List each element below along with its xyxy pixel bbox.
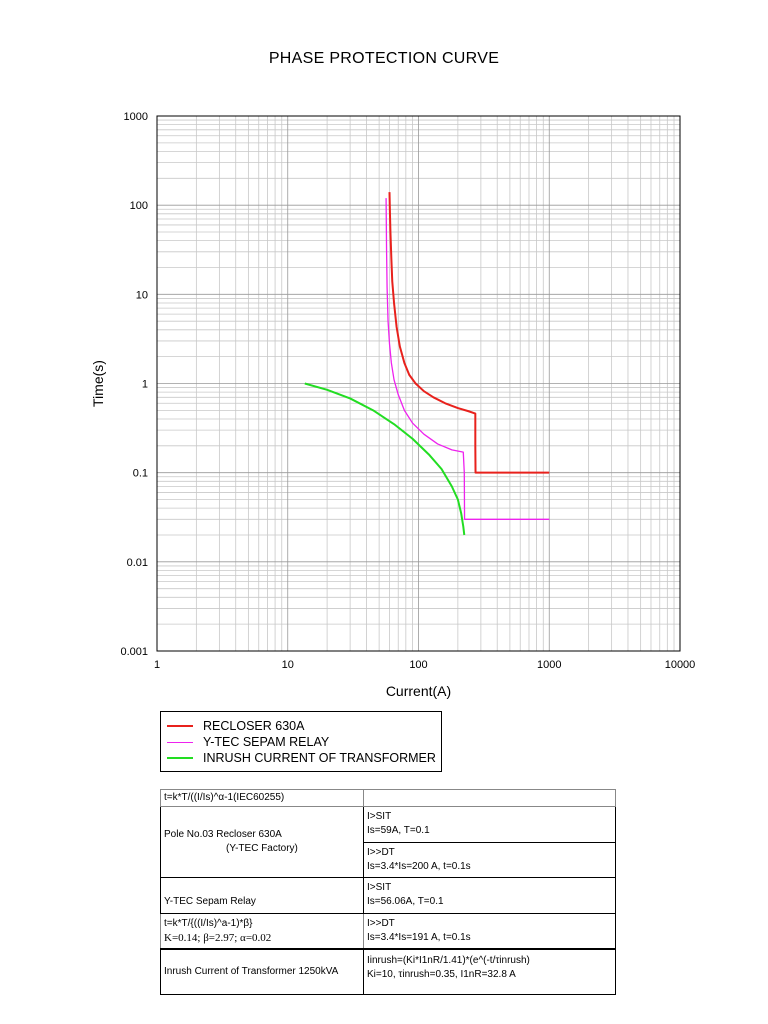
recloser-stage2-cell: I>>DT Is=3.4*Is=200 A, t=0.1s [363, 841, 616, 879]
table-cell [363, 789, 616, 807]
recloser-stage1-cell: I>SIT Is=59A, T=0.1 [363, 806, 616, 843]
recloser-name: Pole No.03 Recloser 630A [164, 829, 282, 841]
relay-name-cell: Y-TEC Sepam Relay [160, 877, 364, 914]
relay-stage2-cell: I>>DT Is=3.4*Is=191 A, t=0.1s [363, 912, 616, 950]
series-line-inrush [304, 382, 466, 536]
legend-item-inrush: INRUSH CURRENT OF TRANSFORMER [167, 750, 436, 766]
x-tick-label: 10000 [665, 659, 696, 671]
chart-title: PHASE PROTECTION CURVE [268, 50, 500, 67]
table-row: I>>DT Is=3.4*Is=200 A, t=0.1s [161, 841, 616, 879]
chart-legend: RECLOSER 630A Y-TEC SEPAM RELAY INRUSH C… [160, 711, 442, 772]
legend-item-sepam: Y-TEC SEPAM RELAY [167, 734, 329, 750]
relay-stage1-cell: I>SIT Is=56.06A, T=0.1 [363, 877, 616, 914]
relay-formula: t=k*T/{((I/Is)^a-1)*β} [164, 917, 253, 929]
y-tick-label: 0.001 [120, 646, 148, 658]
y-tick-label: 100 [130, 200, 148, 212]
recloser-stage2-type: I>>DT [367, 846, 395, 858]
x-tick-label: 100 [409, 659, 427, 671]
table-row: Inrush Current of Transformer 1250kVA Ii… [160, 948, 616, 996]
recloser-subtitle: (Y-TEC Factory) [226, 843, 298, 855]
recloser-stage1-setting: Is=59A, T=0.1 [367, 825, 430, 837]
recloser-name-cell: Pole No.03 Recloser 630A (Y-TEC Factory) [160, 805, 364, 879]
table-row: t=k*T/{((I/Is)^a-1)*β} K=0.14; β=2.97; α… [160, 912, 616, 950]
x-tick-label: 1000 [537, 659, 561, 671]
recloser-stage2-setting: Is=3.4*Is=200 A, t=0.1s [367, 860, 471, 872]
table-row: Pole No.03 Recloser 630A (Y-TEC Factory)… [160, 805, 616, 879]
legend-swatch-inrush [167, 757, 193, 759]
legend-label-inrush: INRUSH CURRENT OF TRANSFORMER [203, 751, 436, 765]
plot-area: 1 10 100 1000 10000 0.001 0.01 0.1 1 10 100 1000 C… [90, 111, 695, 699]
legend-swatch-recloser [167, 725, 193, 727]
x-axis-label: Current(A) [386, 683, 451, 699]
inrush-name: Inrush Current of Transformer 1250kVA [164, 966, 339, 978]
settings-table: t=k*T/((I/Is)^α-1(IEC60255) Pole No.03 R… [160, 789, 616, 996]
grid-major [156, 116, 680, 652]
relay-formula-cell: t=k*T/{((I/Is)^a-1)*β} K=0.14; β=2.97; α… [160, 912, 364, 950]
table-row: t=k*T/((I/Is)^α-1(IEC60255) [160, 789, 616, 807]
series-line-sepam [385, 198, 550, 520]
inrush-formula-cell: Iinrush=(Ki*I1nR/1.41)*(e^(-t/τinrush) K… [363, 948, 616, 996]
relay-stage2-setting: Is=3.4*Is=191 A, t=0.1s [367, 931, 471, 943]
legend-item-recloser: RECLOSER 630A [167, 718, 304, 734]
series-line-recloser [388, 192, 550, 474]
legend-label-recloser: RECLOSER 630A [203, 719, 305, 733]
y-tick-label: 1 [142, 379, 148, 391]
inrush-name-cell: Inrush Current of Transformer 1250kVA [160, 948, 364, 996]
table-row: Y-TEC Sepam Relay I>SIT Is=56.06A, T=0.1 [160, 877, 616, 914]
relay-stage1-setting: Is=56.06A, T=0.1 [367, 896, 444, 908]
legend-label-sepam: Y-TEC SEPAM RELAY [203, 735, 330, 749]
relay-stage1-type: I>SIT [367, 882, 392, 894]
y-tick-label: 10 [136, 289, 148, 301]
recloser-stage1-type: I>SIT [367, 811, 392, 823]
legend-swatch-sepam [167, 741, 193, 743]
table-header-formula: t=k*T/((I/Is)^α-1(IEC60255) [160, 789, 364, 807]
relay-constants: K=0.14; β=2.97; α=0.02 [164, 931, 272, 944]
relay-stage2-type: I>>DT [367, 917, 395, 929]
series-group [304, 192, 550, 536]
inrush-constants: Ki=10, τinrush=0.35, I1nR=32.8 A [367, 969, 516, 981]
plot-frame [156, 115, 681, 652]
y-tick-labels: 0.001 0.01 0.1 1 10 100 1000 [120, 111, 148, 658]
y-axis-label: Time(s) [90, 360, 106, 407]
relay-name: Y-TEC Sepam Relay [164, 896, 256, 908]
inrush-formula: Iinrush=(Ki*I1nR/1.41)*(e^(-t/τinrush) [367, 955, 530, 967]
x-tick-labels: 1 10 100 1000 10000 [154, 659, 695, 671]
y-tick-label: 0.01 [127, 557, 148, 569]
y-tick-label: 1000 [124, 111, 148, 123]
x-tick-label: 10 [282, 659, 294, 671]
y-tick-label: 0.1 [133, 468, 148, 480]
x-tick-label: 1 [154, 659, 160, 671]
